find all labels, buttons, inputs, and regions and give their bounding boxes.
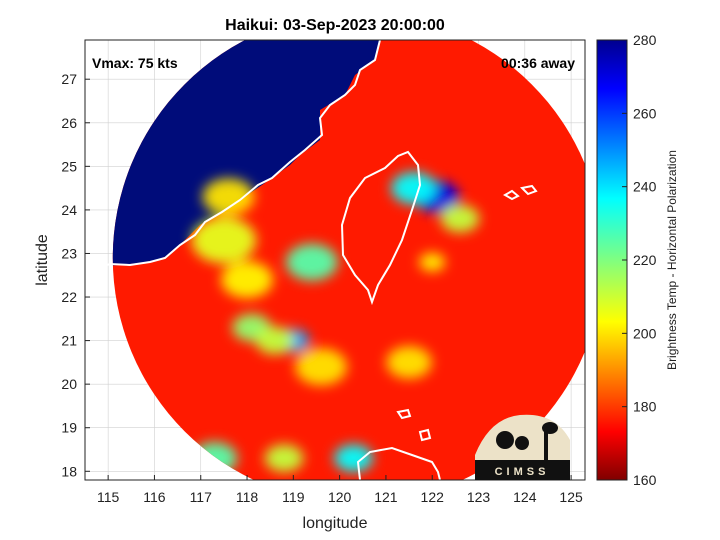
cimss-logo: CIMSS (475, 414, 570, 480)
precip-cell (255, 326, 295, 355)
precip-cell (386, 346, 432, 379)
water-tower-tank-icon (542, 422, 558, 434)
satellite-dish-icon (496, 431, 514, 449)
colorbar-tick-label: 160 (633, 472, 657, 488)
y-axis-ticks: 18 19 20 21 22 23 24 25 26 27 (61, 71, 90, 479)
x-axis-ticks: 115 116 117 118 119 120 121 122 123 124 125 (97, 475, 583, 505)
y-tick-label: 22 (61, 289, 77, 305)
plot-frame (84, 39, 586, 481)
colorbar-tick-label: 220 (633, 252, 657, 268)
colorbar-tick-label: 240 (633, 179, 657, 195)
x-tick-label: 119 (282, 489, 305, 505)
water-tower-icon (544, 428, 548, 460)
x-tick-label: 121 (374, 489, 398, 505)
islands-east (502, 184, 538, 201)
y-tick-label: 24 (61, 202, 77, 218)
x-tick-label: 125 (559, 489, 583, 505)
y-tick-label: 18 (61, 463, 77, 479)
time-away-annotation: 00:36 away (501, 55, 575, 71)
y-tick-label: 27 (61, 71, 77, 87)
precip-cell (191, 217, 257, 264)
vmax-annotation: Vmax: 75 kts (92, 55, 178, 71)
x-tick-label: 115 (97, 489, 120, 505)
colorbar-tick-label: 200 (633, 325, 657, 341)
y-tick-label: 26 (61, 115, 77, 131)
precip-cell (391, 171, 437, 205)
x-axis-label: longitude (303, 515, 368, 532)
colorbar-tick-label: 180 (633, 399, 657, 415)
island-small (396, 408, 432, 442)
colorbar-label: Brightness Temp - Horizontal Polarizatio… (665, 150, 679, 370)
precipitation-features (191, 171, 480, 475)
x-tick-label: 117 (190, 489, 213, 505)
taiwan-coastline (340, 150, 422, 306)
precip-cell (334, 444, 373, 473)
satellite-dish-icon-2 (515, 436, 529, 450)
precip-cell (419, 252, 446, 272)
x-tick-label: 120 (328, 489, 352, 505)
precip-cell (202, 178, 255, 216)
x-tick-label: 124 (513, 489, 537, 505)
mainland-coastline (89, 40, 381, 271)
x-tick-label: 123 (467, 489, 491, 505)
y-tick-label: 21 (61, 333, 77, 349)
x-tick-label: 116 (143, 489, 166, 505)
hainan-coastline (356, 446, 441, 480)
precip-cell (440, 204, 480, 233)
y-tick-label: 20 (61, 376, 77, 392)
colorbar-tick-label: 280 (633, 32, 657, 48)
logo-band (475, 460, 570, 480)
precip-cell (285, 243, 338, 281)
y-axis-label: latitude (34, 234, 51, 286)
y-tick-label: 23 (61, 245, 77, 261)
x-tick-label: 122 (421, 489, 445, 505)
precip-cell (264, 444, 304, 473)
colorbar-ticks: 160 180 200 220 240 260 280 (622, 32, 657, 488)
logo-text: CIMSS (495, 466, 550, 478)
coastlines (89, 40, 538, 480)
colorbar-tick-label: 260 (633, 105, 657, 121)
y-tick-label: 19 (61, 420, 77, 436)
x-tick-label: 118 (236, 489, 259, 505)
chart-title: Haikui: 03-Sep-2023 20:00:00 (225, 17, 445, 34)
y-tick-label: 25 (61, 158, 77, 174)
precip-cell (295, 348, 348, 386)
precip-cell (221, 261, 273, 299)
